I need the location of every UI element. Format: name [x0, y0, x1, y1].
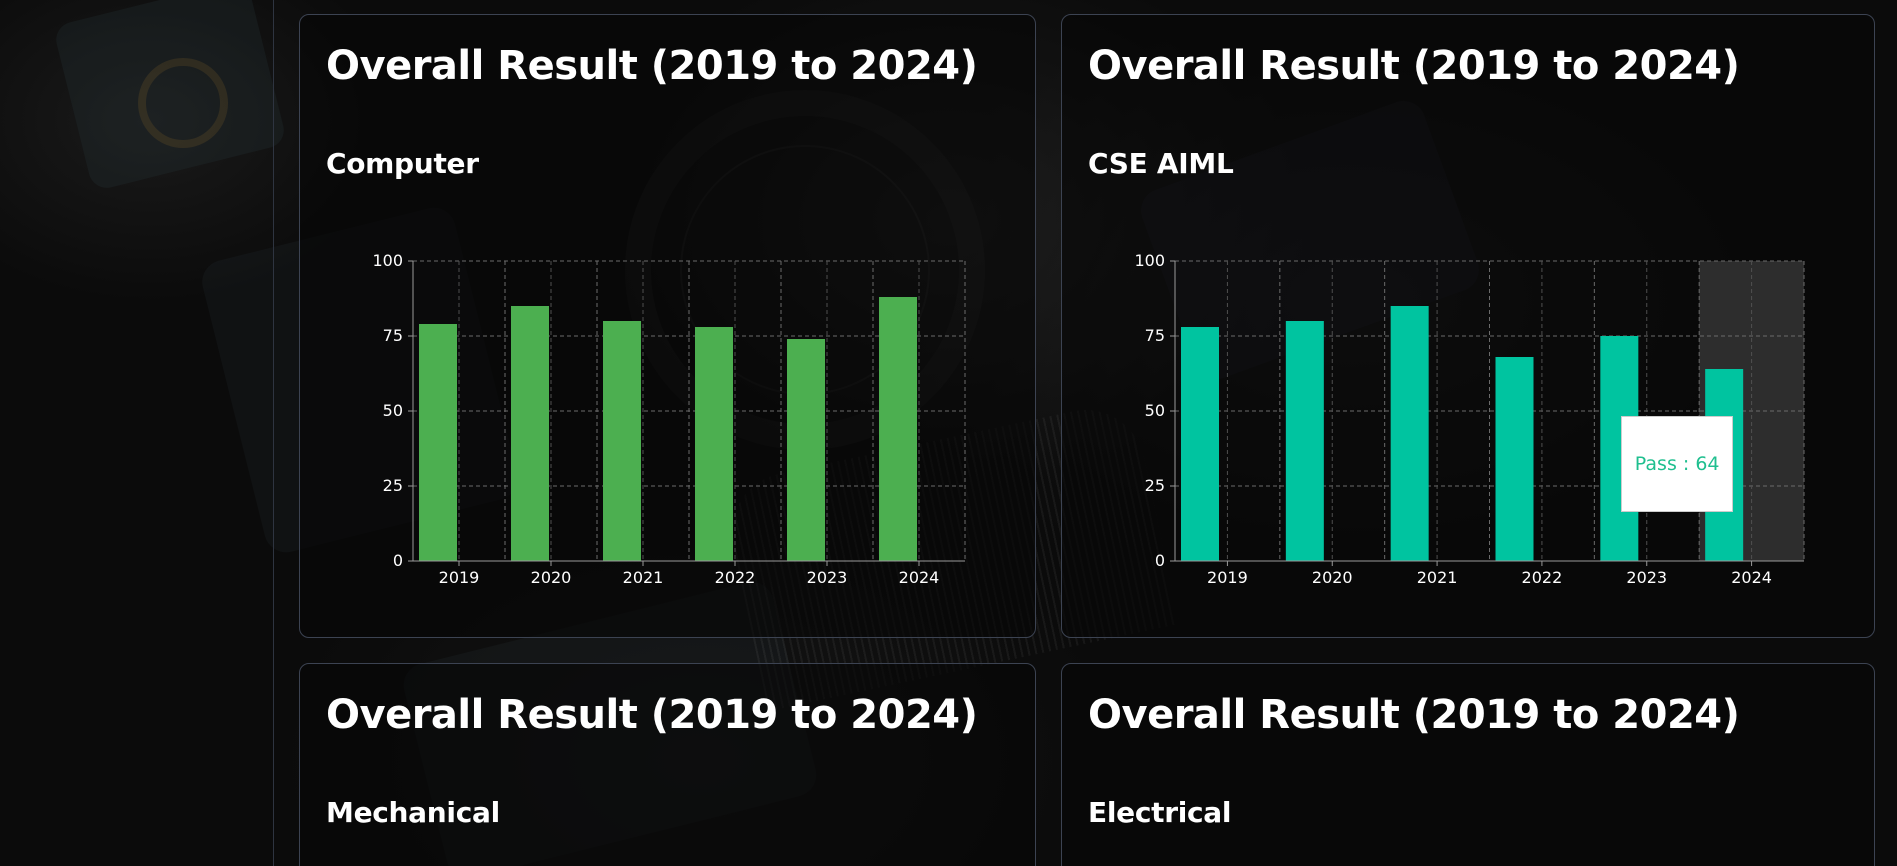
bar-chart-cse-aiml: 0 25 50 75 100 2019 2020 2021 2022 2023 2024: [1134, 251, 1805, 587]
x-tick-label: 2024: [899, 568, 940, 587]
bar-2020: [511, 306, 549, 561]
y-tick-label: 75: [1145, 326, 1165, 345]
y-tick-label: 0: [1155, 551, 1165, 570]
x-tick-label: 2021: [1417, 568, 1458, 587]
result-card-mechanical: Overall Result (2019 to 2024) Mechanical: [299, 663, 1036, 866]
x-tick-label: 2023: [1626, 568, 1667, 587]
chart-tooltip: Pass : 64: [1621, 416, 1734, 512]
y-tick-label: 100: [372, 251, 403, 270]
y-tick-label: 50: [1145, 401, 1165, 420]
bar-2019: [1181, 327, 1219, 561]
card-subtitle: Computer: [326, 147, 479, 180]
result-card-electrical: Overall Result (2019 to 2024) Electrical: [1061, 663, 1875, 866]
x-tick-label: 2021: [623, 568, 664, 587]
x-tick-label: 2019: [1207, 568, 1248, 587]
sidebar-divider: [273, 0, 274, 866]
y-tick-label: 50: [383, 401, 403, 420]
bar-2022: [1495, 357, 1534, 561]
bar-2020: [1285, 321, 1324, 561]
bar-2021: [603, 321, 641, 561]
card-subtitle: CSE AIML: [1088, 147, 1234, 180]
y-tick-label: 25: [383, 476, 403, 495]
card-title: Overall Result (2019 to 2024): [1088, 692, 1740, 738]
bar-chart-computer: 0 25 50 75 100 2019 2020 2021 2022 2023 2024: [372, 251, 966, 587]
card-subtitle: Electrical: [1088, 796, 1232, 829]
result-card-cse-aiml: Overall Result (2019 to 2024) CSE AIML 0…: [1061, 14, 1875, 638]
x-tick-label: 2020: [1312, 568, 1353, 587]
x-tick-label: 2024: [1731, 568, 1772, 587]
x-tick-label: 2020: [531, 568, 572, 587]
card-title: Overall Result (2019 to 2024): [326, 692, 978, 738]
bar-2023: [787, 339, 825, 561]
background-decoration: [138, 58, 228, 148]
x-tick-label: 2022: [715, 568, 756, 587]
y-tick-label: 75: [383, 326, 403, 345]
y-tick-label: 0: [393, 551, 403, 570]
card-title: Overall Result (2019 to 2024): [326, 43, 978, 89]
card-subtitle: Mechanical: [326, 796, 500, 829]
bar-2019: [419, 324, 457, 561]
x-tick-label: 2019: [439, 568, 480, 587]
result-card-computer: Overall Result (2019 to 2024) Computer 0…: [299, 14, 1036, 638]
background-decoration: [52, 0, 288, 192]
x-tick-label: 2023: [807, 568, 848, 587]
x-tick-label: 2022: [1522, 568, 1563, 587]
bar-2021: [1390, 306, 1429, 561]
y-tick-label: 100: [1134, 251, 1165, 270]
card-title: Overall Result (2019 to 2024): [1088, 43, 1740, 89]
y-tick-label: 25: [1145, 476, 1165, 495]
bar-2024: [879, 297, 917, 561]
bar-2022: [695, 327, 733, 561]
